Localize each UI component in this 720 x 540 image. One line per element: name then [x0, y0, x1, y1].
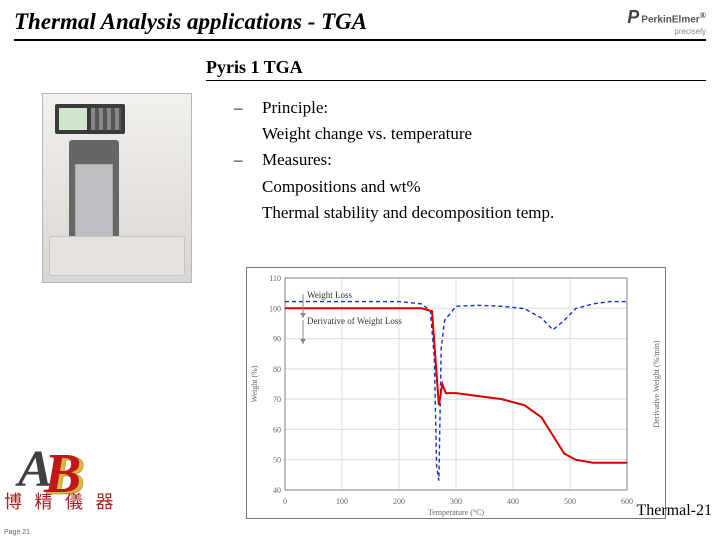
svg-text:300: 300: [450, 497, 462, 506]
svg-text:Weight Loss: Weight Loss: [307, 290, 353, 300]
instrument-image: [42, 93, 192, 283]
svg-text:100: 100: [336, 497, 348, 506]
bullet-dash-icon: –: [234, 95, 262, 121]
bullet-principle-label: Principle:: [262, 95, 328, 121]
list-item: – Principle:: [234, 95, 554, 121]
svg-text:110: 110: [269, 274, 281, 283]
page-number: Thermal-21: [636, 502, 712, 520]
subtitle-divider: [206, 80, 706, 81]
bullet-measures-detail-2: Thermal stability and decomposition temp…: [262, 200, 554, 226]
svg-text:60: 60: [273, 425, 281, 434]
header: Thermal Analysis applications - TGA P Pe…: [0, 0, 720, 37]
svg-text:500: 500: [564, 497, 576, 506]
svg-text:70: 70: [273, 395, 281, 404]
brand-block: P PerkinElmer® precisely: [627, 8, 706, 37]
svg-text:Temperature (°C): Temperature (°C): [428, 508, 485, 517]
instrument-chamber-icon: [75, 164, 113, 242]
list-item: – Measures:: [234, 147, 554, 173]
svg-text:0: 0: [283, 497, 287, 506]
svg-text:200: 200: [393, 497, 405, 506]
svg-text:50: 50: [273, 455, 281, 464]
svg-text:Derivative Weight (%/min): Derivative Weight (%/min): [652, 340, 661, 428]
bullet-principle-detail: Weight change vs. temperature: [262, 121, 554, 147]
title-divider: [14, 39, 706, 41]
chart-svg: 0 100 200 300 400 500 600 40 50 60 70 80 90 100 110 Wei…: [247, 268, 665, 518]
tga-chart: 0 100 200 300 400 500 600 40 50 60 70 80 90 100 110 Wei…: [246, 267, 666, 519]
svg-text:400: 400: [507, 497, 519, 506]
tiny-page-number: Page 21: [4, 529, 30, 536]
svg-text:600: 600: [621, 497, 633, 506]
bullet-measures-label: Measures:: [262, 147, 332, 173]
brand-name: PerkinElmer: [641, 14, 699, 25]
subtitle: Pyris 1 TGA: [206, 57, 720, 78]
svg-text:40: 40: [273, 486, 281, 495]
svg-text:Derivative of Weight Loss: Derivative of Weight Loss: [307, 316, 402, 326]
bullet-dash-icon: –: [234, 147, 262, 173]
corner-logo-text: 博 精 儀 器: [4, 488, 118, 514]
brand-p-icon: P: [627, 8, 639, 28]
svg-text:90: 90: [273, 334, 281, 343]
bullet-list: – Principle: Weight change vs. temperatu…: [234, 95, 554, 227]
svg-text:100: 100: [269, 304, 281, 313]
svg-text:80: 80: [273, 364, 281, 373]
page-title: Thermal Analysis applications - TGA: [14, 9, 367, 35]
instrument-panel-icon: [55, 104, 125, 134]
brand-reg: ®: [700, 11, 706, 20]
instrument-base-icon: [49, 236, 185, 276]
bullet-measures-detail-1: Compositions and wt%: [262, 174, 554, 200]
brand-tagline: precisely: [627, 28, 706, 37]
svg-text:Weight (%): Weight (%): [250, 365, 259, 402]
